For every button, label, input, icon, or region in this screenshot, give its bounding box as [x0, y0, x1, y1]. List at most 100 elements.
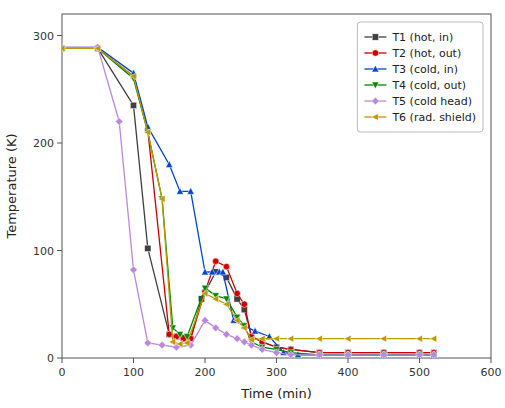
y-tick-label: 0	[47, 352, 54, 365]
legend: T1 (hot, in) T2 (hot, out) T3 (cold, in) T4…	[357, 22, 483, 132]
point	[316, 352, 323, 358]
x-tick	[348, 358, 349, 363]
point	[62, 45, 65, 51]
point	[416, 335, 423, 342]
x-tick-label: 0	[59, 366, 66, 379]
point	[240, 324, 247, 331]
legend-swatch-marker	[372, 65, 379, 72]
legend-swatch-marker	[372, 97, 380, 105]
point	[94, 45, 101, 52]
plot-frame	[62, 14, 491, 358]
point	[115, 118, 123, 126]
point	[62, 45, 65, 51]
point	[416, 351, 423, 358]
point	[94, 43, 102, 51]
point	[223, 301, 230, 308]
legend-label: T6 (rad. shield)	[391, 111, 476, 124]
point	[201, 290, 208, 297]
x-tick	[133, 358, 134, 363]
x-tick-label: 200	[195, 366, 216, 379]
legend-label: T2 (hot, out)	[391, 47, 461, 60]
y-tick-label: 300	[33, 30, 54, 43]
y-tick	[57, 250, 62, 251]
point	[62, 43, 66, 51]
legend-box	[357, 22, 483, 132]
legend-label: T5 (cold head)	[391, 95, 472, 108]
point	[258, 346, 266, 354]
point	[252, 327, 259, 334]
point	[158, 341, 166, 349]
point	[144, 339, 152, 347]
chart: 01002003004005006000100200300Time (min)T…	[0, 0, 505, 408]
point	[241, 301, 247, 307]
legend-label: T4 (cold, out)	[391, 79, 466, 92]
point	[248, 336, 255, 343]
point	[380, 351, 387, 358]
point	[166, 161, 173, 168]
x-tick	[276, 358, 277, 363]
point	[430, 351, 437, 358]
point	[176, 188, 183, 195]
point	[240, 338, 248, 346]
x-tick	[62, 358, 63, 363]
point	[344, 352, 351, 358]
x-tick-label: 400	[338, 366, 359, 379]
point	[223, 331, 231, 339]
point	[430, 335, 437, 342]
point	[176, 341, 183, 348]
point	[287, 335, 294, 342]
point	[344, 351, 352, 358]
point	[233, 335, 241, 343]
point	[273, 349, 281, 357]
point	[416, 352, 423, 358]
point	[144, 129, 151, 136]
point	[430, 351, 438, 358]
y-tick-label: 100	[33, 245, 54, 258]
point	[169, 338, 176, 345]
axes: 01002003004005006000100200300	[33, 30, 502, 380]
legend-swatch-marker	[372, 34, 378, 40]
point	[62, 45, 65, 52]
point	[183, 339, 190, 346]
point	[212, 324, 220, 332]
point	[316, 351, 323, 358]
y-tick	[57, 358, 62, 359]
point	[258, 335, 265, 342]
x-tick	[205, 358, 206, 363]
y-tick-label: 200	[33, 137, 54, 150]
point	[213, 258, 219, 264]
point	[234, 290, 240, 296]
point	[201, 317, 209, 325]
point	[130, 102, 136, 108]
legend-swatch-marker	[372, 82, 379, 89]
point	[316, 335, 323, 342]
y-tick	[57, 35, 62, 36]
legend-swatch-marker	[372, 113, 379, 120]
legend-label: T3 (cold, in)	[391, 63, 458, 76]
point	[316, 351, 324, 358]
point	[380, 335, 387, 342]
point	[212, 295, 219, 302]
point	[380, 351, 388, 358]
x-tick-label: 100	[123, 366, 144, 379]
point	[233, 317, 240, 324]
point	[158, 195, 165, 202]
point	[169, 325, 176, 332]
point	[380, 352, 387, 358]
point	[130, 266, 138, 274]
y-axis-label: Temperature (K)	[4, 133, 19, 239]
x-tick-label: 500	[409, 366, 430, 379]
point	[344, 335, 351, 342]
point	[223, 263, 229, 269]
point	[176, 331, 183, 338]
point	[62, 46, 66, 53]
point	[430, 352, 437, 358]
point	[344, 351, 351, 358]
x-tick	[491, 358, 492, 363]
point	[187, 188, 194, 195]
x-tick-label: 600	[481, 366, 502, 379]
legend-swatch-marker	[372, 50, 378, 56]
point	[416, 351, 424, 358]
legend-label: T1 (hot, in)	[391, 31, 453, 44]
x-tick	[419, 358, 420, 363]
